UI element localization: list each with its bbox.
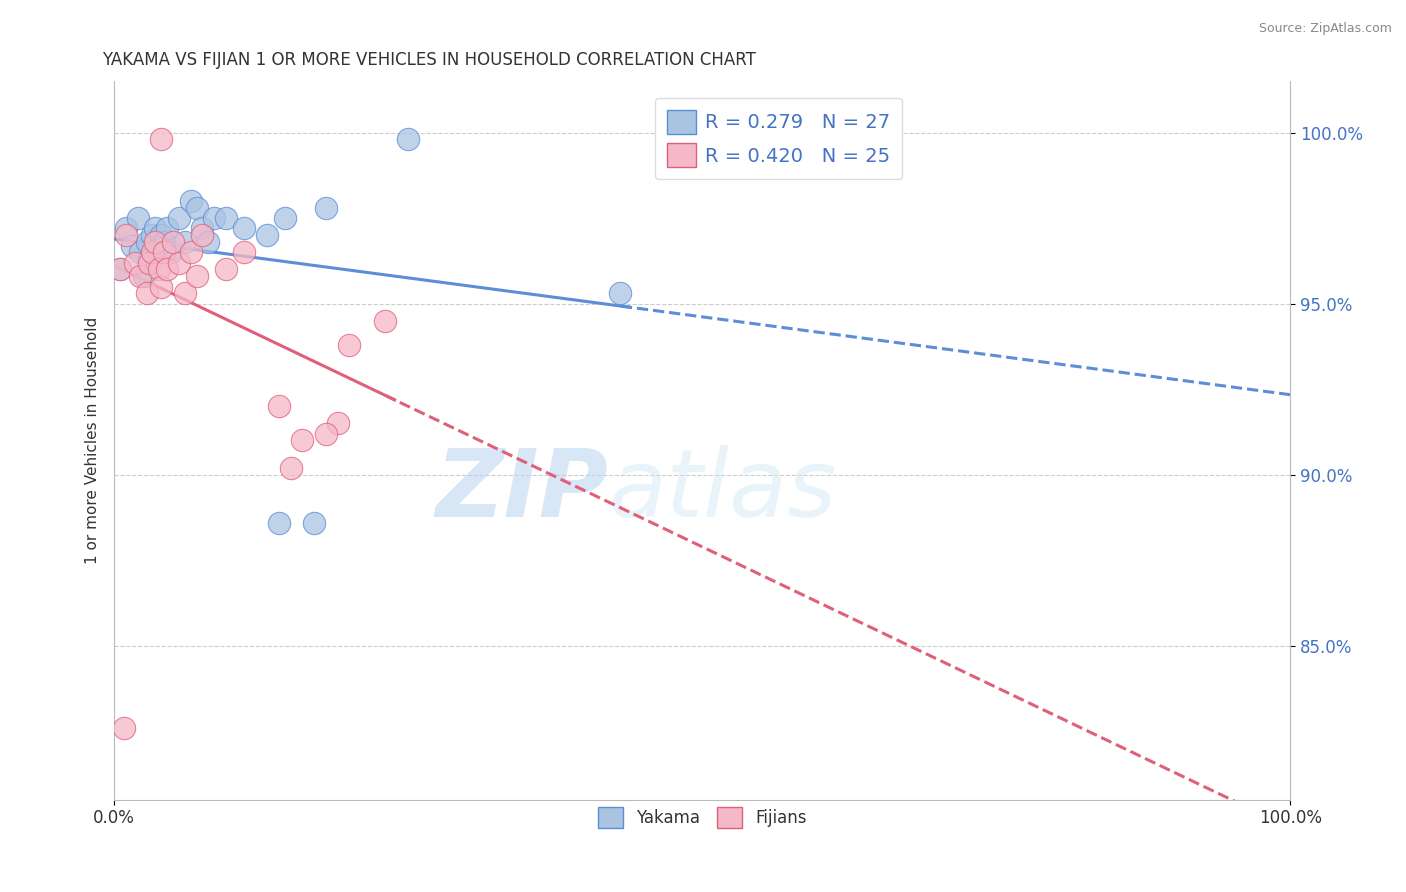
- Point: [124, 255, 146, 269]
- Point: [148, 262, 170, 277]
- Point: [186, 269, 208, 284]
- Point: [256, 228, 278, 243]
- Point: [138, 252, 160, 267]
- Point: [162, 235, 184, 249]
- Point: [156, 262, 179, 277]
- Point: [191, 221, 214, 235]
- Point: [232, 245, 254, 260]
- Point: [115, 221, 138, 235]
- Point: [136, 286, 159, 301]
- Point: [138, 255, 160, 269]
- Point: [156, 221, 179, 235]
- Y-axis label: 1 or more Vehicles in Household: 1 or more Vehicles in Household: [86, 317, 100, 564]
- Point: [202, 211, 225, 226]
- Point: [150, 279, 173, 293]
- Point: [141, 228, 163, 243]
- Point: [173, 235, 195, 249]
- Text: Source: ZipAtlas.com: Source: ZipAtlas.com: [1258, 22, 1392, 36]
- Point: [180, 245, 202, 260]
- Point: [143, 221, 166, 235]
- Legend: Yakama, Fijians: Yakama, Fijians: [591, 801, 813, 834]
- Point: [302, 516, 325, 530]
- Point: [291, 434, 314, 448]
- Point: [315, 426, 337, 441]
- Point: [108, 262, 131, 277]
- Point: [232, 221, 254, 235]
- Point: [315, 201, 337, 215]
- Point: [132, 269, 155, 284]
- Point: [215, 262, 238, 277]
- Point: [337, 337, 360, 351]
- Point: [152, 245, 174, 260]
- Point: [152, 235, 174, 249]
- Text: YAKAMA VS FIJIAN 1 OR MORE VEHICLES IN HOUSEHOLD CORRELATION CHART: YAKAMA VS FIJIAN 1 OR MORE VEHICLES IN H…: [103, 51, 756, 69]
- Point: [180, 194, 202, 208]
- Point: [173, 286, 195, 301]
- Point: [112, 721, 135, 735]
- Point: [150, 132, 173, 146]
- Text: atlas: atlas: [609, 445, 837, 536]
- Point: [609, 286, 631, 301]
- Point: [267, 399, 290, 413]
- Point: [197, 235, 219, 249]
- Point: [129, 269, 152, 284]
- Point: [186, 201, 208, 215]
- Point: [143, 235, 166, 249]
- Point: [326, 417, 349, 431]
- Point: [267, 516, 290, 530]
- Point: [136, 235, 159, 249]
- Point: [141, 245, 163, 260]
- Point: [159, 245, 181, 260]
- Text: ZIP: ZIP: [436, 445, 609, 537]
- Point: [127, 211, 149, 226]
- Point: [374, 314, 396, 328]
- Point: [191, 228, 214, 243]
- Point: [167, 255, 190, 269]
- Point: [150, 228, 173, 243]
- Point: [273, 211, 295, 226]
- Point: [108, 262, 131, 277]
- Point: [167, 211, 190, 226]
- Point: [280, 460, 302, 475]
- Point: [121, 238, 143, 252]
- Point: [129, 245, 152, 260]
- Point: [396, 132, 419, 146]
- Point: [115, 228, 138, 243]
- Point: [148, 245, 170, 260]
- Point: [215, 211, 238, 226]
